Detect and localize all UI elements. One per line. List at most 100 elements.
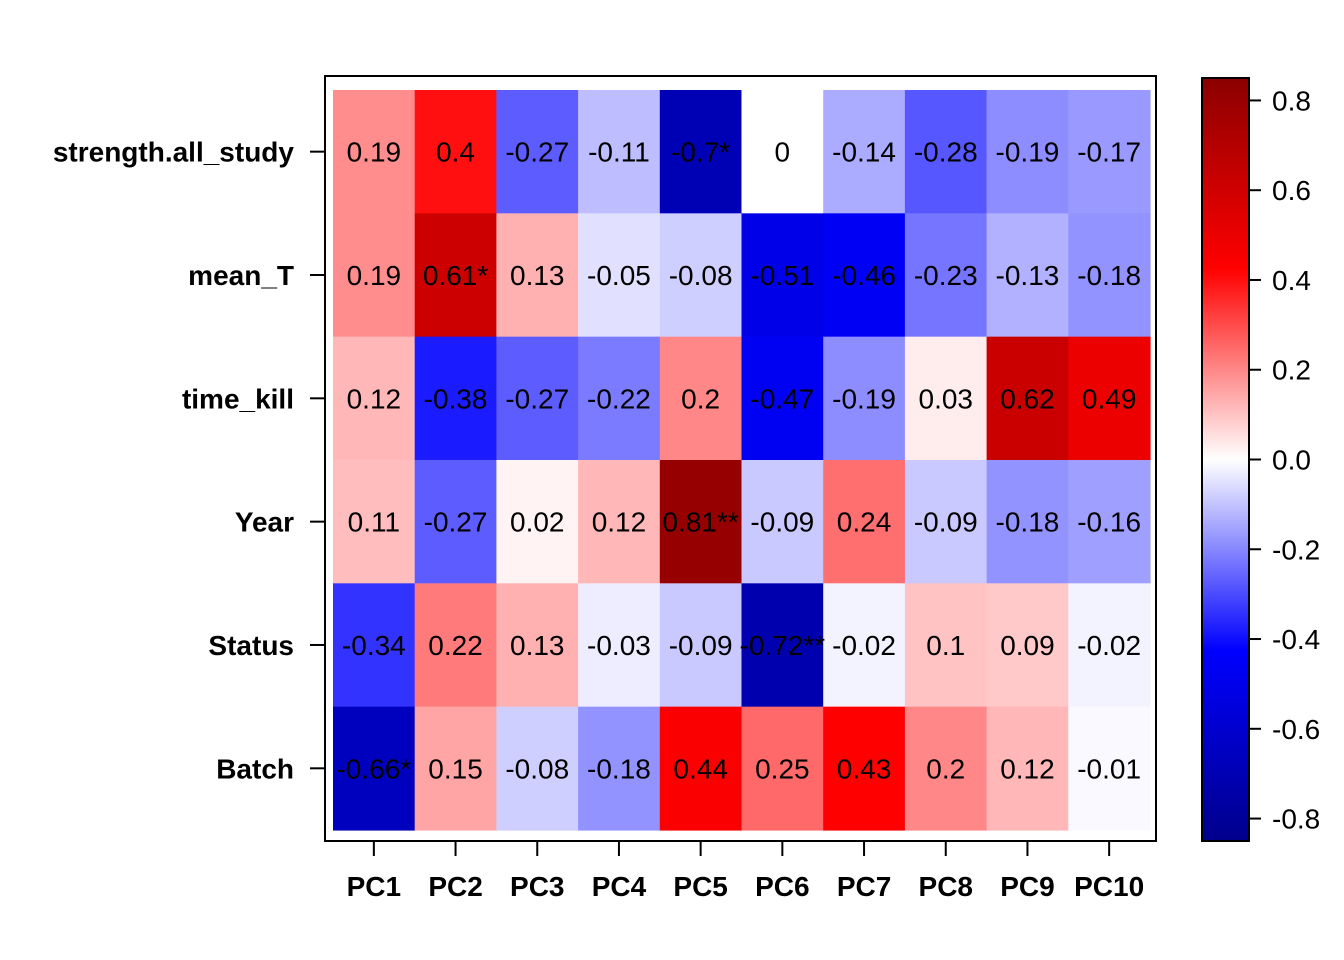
heatmap-cell xyxy=(741,706,824,831)
column-label: PC7 xyxy=(837,871,891,902)
heatmap-cell xyxy=(659,336,743,461)
cell-value-label: 0.62 xyxy=(1000,383,1055,414)
column-label: PC6 xyxy=(755,871,809,902)
colorbar-gradient xyxy=(1201,77,1250,842)
heatmap-cell xyxy=(904,90,988,214)
heatmap-cell xyxy=(986,583,1069,708)
heatmap-cell xyxy=(496,90,579,214)
heatmap-cell xyxy=(578,459,661,584)
cell-value-label: -0.22 xyxy=(587,383,651,414)
colorbar-tick-label: 0.6 xyxy=(1272,175,1311,206)
colorbar-tick-label: -0.6 xyxy=(1272,714,1320,745)
heatmap-cell xyxy=(823,336,906,461)
heatmap-cell xyxy=(1068,336,1151,461)
heatmap-cell xyxy=(496,213,579,338)
heatmap-cell xyxy=(333,336,416,461)
cell-value-label: -0.51 xyxy=(750,260,814,291)
cell-value-label: -0.17 xyxy=(1077,137,1141,168)
column-label: PC2 xyxy=(428,871,482,902)
cell-value-label: 0.09 xyxy=(1000,630,1055,661)
cell-value-label: -0.02 xyxy=(1077,630,1141,661)
colorbar-legend: -0.8 -0.6 -0.4 -0.2 0.0 0.2 0.4 0.6 0.8 xyxy=(1201,77,1320,842)
colorbar-tick-label: -0.2 xyxy=(1272,534,1320,565)
cell-value-label: 0.2 xyxy=(926,753,965,784)
cell-value-label: 0.15 xyxy=(428,753,483,784)
heatmap-cell xyxy=(578,706,661,831)
cell-value-label: -0.11 xyxy=(588,137,650,168)
heatmap-cell xyxy=(496,583,579,708)
cell-value-label: -0.7* xyxy=(671,137,730,168)
heatmap-cell xyxy=(333,90,416,214)
cell-value-label: -0.27 xyxy=(505,137,569,168)
heatmap-cell xyxy=(1068,706,1151,831)
heatmap-cell xyxy=(823,583,906,708)
heatmap-cell xyxy=(578,336,661,461)
row-label: mean_T xyxy=(188,260,294,291)
heatmap-cell xyxy=(1068,459,1151,584)
heatmap-cell xyxy=(1068,213,1151,338)
colorbar-tick-label: 0.8 xyxy=(1272,85,1311,116)
cell-value-label: 0 xyxy=(775,137,791,168)
column-label: PC1 xyxy=(347,871,401,902)
cell-value-label: -0.03 xyxy=(587,630,651,661)
cell-value-label: -0.08 xyxy=(669,260,733,291)
heatmap-cells xyxy=(333,90,1151,831)
cell-value-label: 0.12 xyxy=(347,383,402,414)
cell-value-label: -0.08 xyxy=(505,753,569,784)
cell-value-label: -0.38 xyxy=(424,383,488,414)
heatmap-cell xyxy=(496,336,579,461)
heatmap-cell xyxy=(333,213,416,338)
cell-value-label: 0.22 xyxy=(428,630,483,661)
heatmap-cell xyxy=(904,583,988,708)
heatmap-cell xyxy=(496,706,579,831)
colorbar-tick-label: 0.0 xyxy=(1272,445,1311,476)
cell-value-label: -0.14 xyxy=(832,137,896,168)
column-label: PC8 xyxy=(919,871,973,902)
cell-value-label: 0.44 xyxy=(673,753,728,784)
cell-value-label: -0.34 xyxy=(342,630,406,661)
cell-value-label: 0.2 xyxy=(681,383,720,414)
cell-value-label: -0.01 xyxy=(1077,753,1141,784)
cell-value-label: 0.19 xyxy=(347,260,402,291)
heatmap-cell xyxy=(904,336,988,461)
cell-value-label: -0.02 xyxy=(832,630,896,661)
heatmap-cell xyxy=(986,90,1069,214)
row-label: Status xyxy=(208,630,294,661)
cell-value-label: -0.27 xyxy=(505,383,569,414)
heatmap-cell xyxy=(578,213,661,338)
cell-value-label: 0.25 xyxy=(755,753,810,784)
row-label: Batch xyxy=(216,753,294,784)
column-label: PC5 xyxy=(673,871,727,902)
heatmap-cell xyxy=(333,459,416,584)
cell-value-label: 0.02 xyxy=(510,507,565,538)
cell-value-label: -0.18 xyxy=(1077,260,1141,291)
column-label: PC10 xyxy=(1074,871,1144,902)
colorbar-tick-label: 0.2 xyxy=(1272,355,1311,386)
heatmap-cell xyxy=(414,90,497,214)
heatmap-cell xyxy=(904,459,988,584)
heatmap-cell xyxy=(741,336,824,461)
column-label: PC4 xyxy=(592,871,647,902)
cell-value-label: -0.19 xyxy=(996,137,1060,168)
cell-value-label: -0.46 xyxy=(832,260,896,291)
plot-frame xyxy=(324,75,1157,842)
heatmap-cell xyxy=(578,583,661,708)
colorbar-tick-label: -0.4 xyxy=(1272,624,1320,655)
heatmap-cell xyxy=(986,706,1069,831)
heatmap-cell xyxy=(904,706,988,831)
cell-value-label: 0.49 xyxy=(1082,383,1137,414)
colorbar-tick-label: -0.8 xyxy=(1272,804,1320,835)
cell-value-label: -0.09 xyxy=(669,630,733,661)
heatmap-cell xyxy=(986,459,1069,584)
heatmap-cell xyxy=(578,90,661,214)
heatmap-cell xyxy=(741,90,824,214)
heatmap-cell xyxy=(659,213,743,338)
row-label: strength.all_study xyxy=(53,137,295,168)
cell-value-label: 0.12 xyxy=(592,507,647,538)
cell-value-label: -0.09 xyxy=(914,507,978,538)
row-label: time_kill xyxy=(182,383,294,414)
cell-value-label: -0.66* xyxy=(336,753,411,784)
heatmap-cell xyxy=(741,583,824,708)
heatmap-cell xyxy=(1068,583,1151,708)
